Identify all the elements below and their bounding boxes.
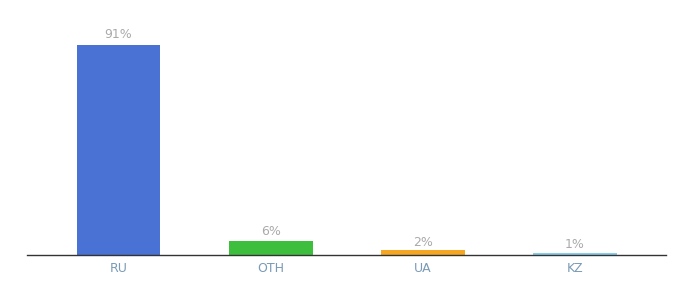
Text: 6%: 6% bbox=[260, 225, 281, 238]
Bar bbox=[229, 241, 313, 255]
Bar bbox=[533, 253, 617, 255]
Bar bbox=[77, 45, 160, 255]
Text: 2%: 2% bbox=[413, 236, 433, 248]
Text: 91%: 91% bbox=[105, 28, 133, 41]
Text: 1%: 1% bbox=[565, 238, 585, 251]
Bar bbox=[381, 250, 464, 255]
